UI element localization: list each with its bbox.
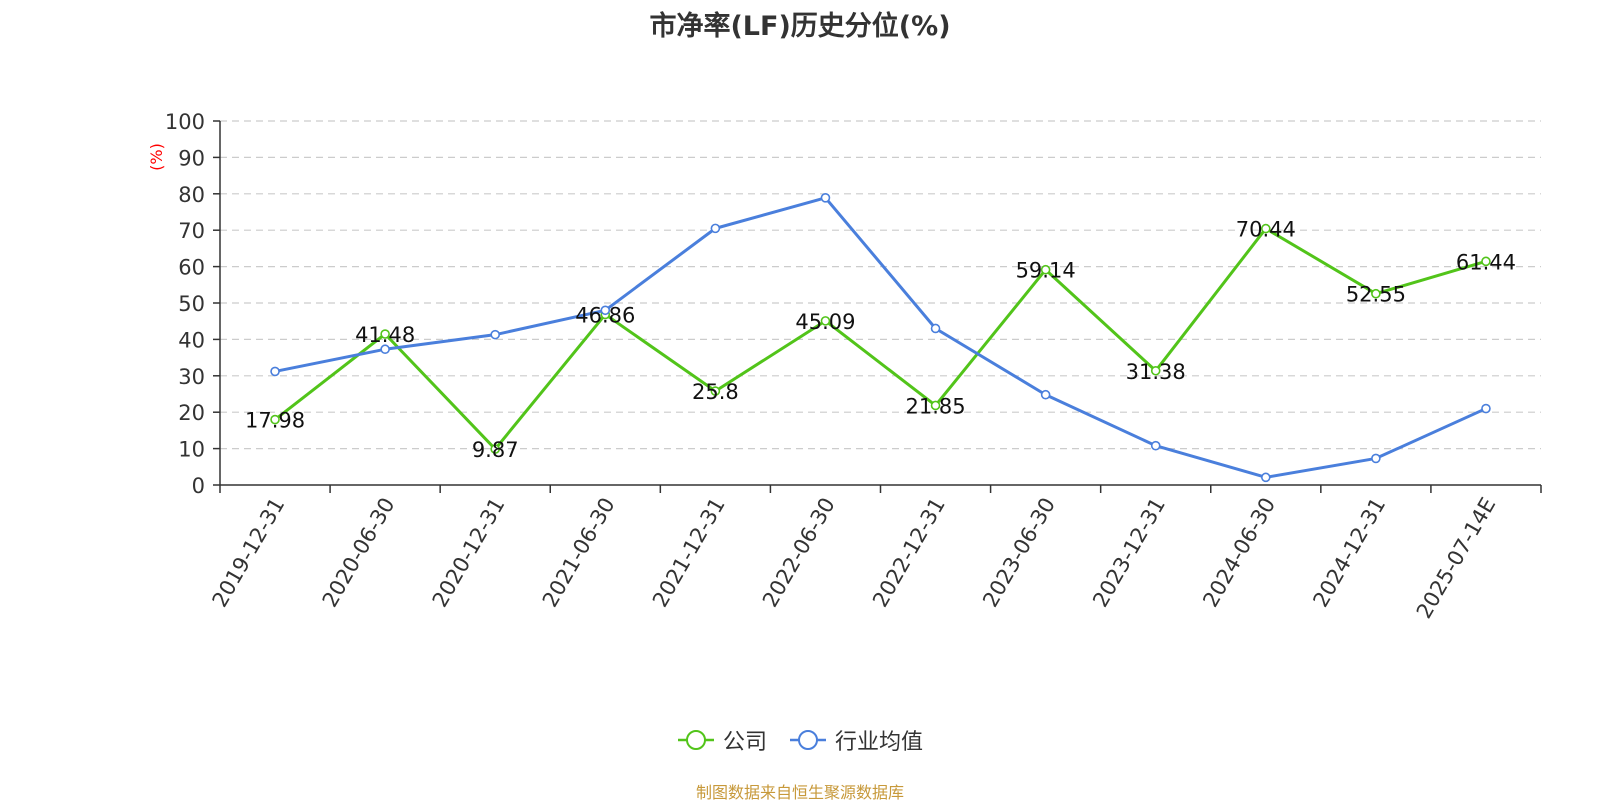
data-point[interactable] <box>1040 264 1051 275</box>
x-tick-label: 2023-06-30 <box>978 494 1060 612</box>
data-point[interactable] <box>1260 223 1271 234</box>
data-label: 41.48 <box>355 323 415 347</box>
legend-marker-industry-icon <box>789 729 827 751</box>
x-tick-label: 2020-12-31 <box>428 494 510 612</box>
x-tick-label: 2024-06-30 <box>1198 494 1280 612</box>
data-label: 31.38 <box>1126 360 1186 384</box>
y-tick-label: 10 <box>178 438 205 462</box>
data-point[interactable] <box>270 366 280 377</box>
data-point[interactable] <box>710 223 721 234</box>
y-tick-label: 40 <box>178 328 205 352</box>
x-tick-label: 2022-06-30 <box>758 494 840 612</box>
data-label: 25.8 <box>692 380 739 404</box>
x-tick-label: 2021-06-30 <box>538 494 620 612</box>
data-labels: 17.98 41.48 9.87 46.86 25.8 45.09 21.85 59.14 31… <box>245 218 1516 462</box>
data-label: 46.86 <box>575 303 635 327</box>
y-tick-label: 80 <box>178 183 205 207</box>
data-label: 61.44 <box>1456 250 1516 274</box>
y-tick-label: 0 <box>192 474 205 498</box>
y-tick-label: 100 <box>165 110 205 134</box>
data-label: 9.87 <box>472 438 519 462</box>
x-tick-label: 2023-12-31 <box>1088 494 1170 612</box>
data-point[interactable] <box>1260 472 1271 483</box>
x-tick-label: 2022-12-31 <box>868 494 950 612</box>
data-point[interactable] <box>930 323 941 334</box>
series-line-0 <box>273 227 1488 451</box>
source-note: 制图数据来自恒生聚源数据库 <box>695 783 904 802</box>
y-axis-label: (%) <box>147 143 166 171</box>
legend-marker-company-icon <box>677 729 715 751</box>
chart-title: 市净率(LF)历史分位(%) <box>649 11 951 42</box>
y-tick-label: 30 <box>178 365 205 389</box>
series-layer <box>270 193 1491 483</box>
series-line-1 <box>273 196 1488 479</box>
y-tick-label: 70 <box>178 219 205 243</box>
legend: 公司 行业均值 <box>0 722 1600 758</box>
y-tick-label: 20 <box>178 401 205 425</box>
data-label: 52.55 <box>1346 283 1406 307</box>
data-point[interactable] <box>820 316 831 326</box>
grid-layer <box>220 120 1541 450</box>
data-label: 17.98 <box>245 409 305 433</box>
legend-label-company: 公司 <box>722 730 767 755</box>
x-tick-label: 2021-12-31 <box>648 494 730 612</box>
data-point[interactable] <box>490 329 501 340</box>
data-point[interactable] <box>1371 453 1381 464</box>
x-tick-label: 2024-12-31 <box>1308 494 1390 612</box>
data-point[interactable] <box>600 305 611 316</box>
legend-item-industry-average[interactable]: 行业均值 <box>789 724 923 756</box>
data-point[interactable] <box>710 386 721 396</box>
data-point[interactable] <box>1481 403 1491 414</box>
data-point[interactable] <box>820 193 831 203</box>
data-point[interactable] <box>270 414 280 425</box>
legend-label-industry-average: 行业均值 <box>835 730 924 755</box>
data-point[interactable] <box>1371 288 1381 299</box>
data-point[interactable] <box>930 400 941 411</box>
data-label: 59.14 <box>1016 259 1076 283</box>
data-point[interactable] <box>380 344 390 355</box>
data-point[interactable] <box>1150 440 1161 451</box>
data-point[interactable] <box>380 329 390 339</box>
axes: 0 10 20 30 40 50 60 70 80 90 100 (%) 2019-12-31 2020-… <box>147 110 1542 623</box>
data-point[interactable] <box>1150 365 1161 376</box>
data-point[interactable] <box>1481 256 1491 267</box>
data-label: 45.09 <box>795 310 855 334</box>
x-tick-label: 2020-06-30 <box>318 494 400 612</box>
y-tick-label: 90 <box>178 146 205 170</box>
legend-item-company[interactable]: 公司 <box>677 724 767 756</box>
y-tick-label: 60 <box>178 256 205 280</box>
data-point[interactable] <box>490 444 501 454</box>
data-label: 70.44 <box>1236 218 1296 242</box>
data-label: 21.85 <box>905 394 965 418</box>
x-tick-label: 2019-12-31 <box>208 494 290 612</box>
data-point[interactable] <box>1040 389 1051 400</box>
y-tick-label: 50 <box>178 292 205 316</box>
x-tick-label: 2025-07-14E <box>1412 494 1500 623</box>
